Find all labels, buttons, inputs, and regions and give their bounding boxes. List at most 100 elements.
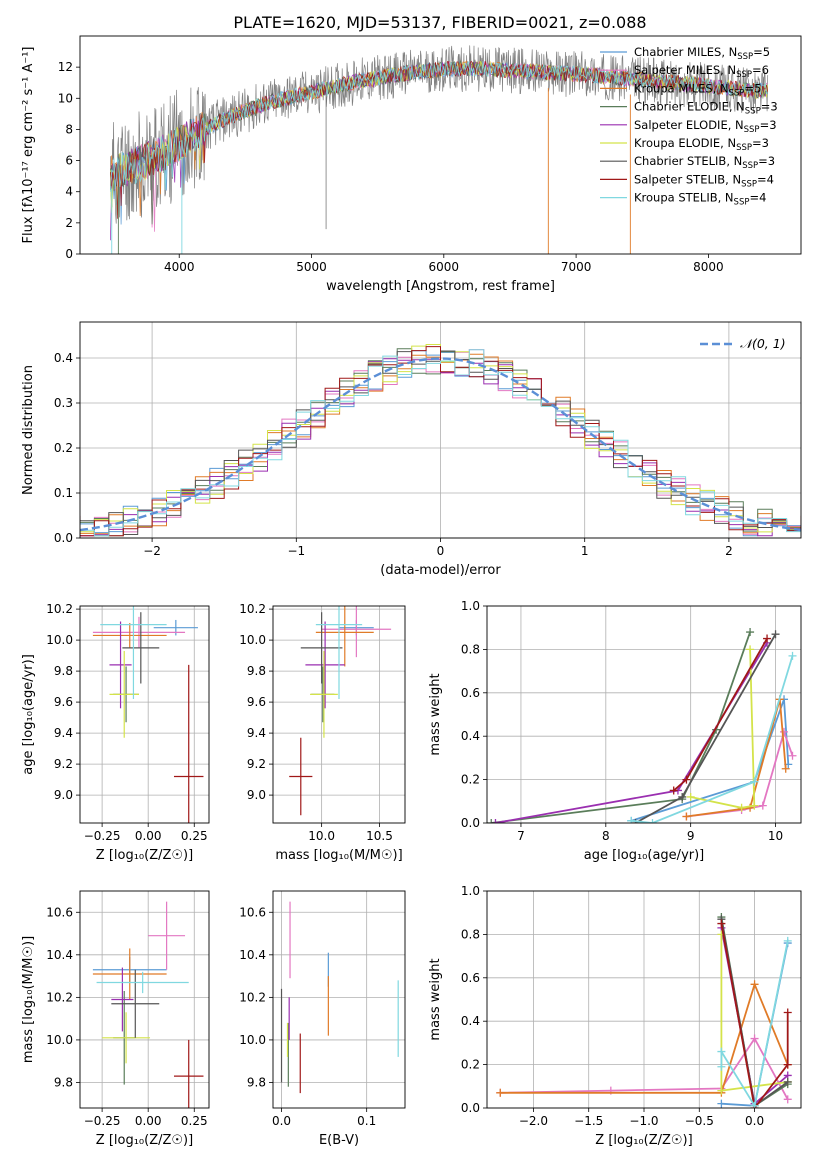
y-tick-label: 10.0	[239, 633, 266, 647]
mass-weight-marker	[648, 819, 657, 823]
mass-weight-vs-Z-x-axis-label: Z [log₁₀(Z/Z☉)]	[595, 1133, 692, 1148]
mass-vs-EBV-frame	[272, 890, 406, 1109]
spectrum-lines	[110, 45, 769, 254]
legend-subscript: SSP	[729, 88, 745, 98]
y-tick-label: 8	[65, 122, 73, 136]
x-tick-label: −1.0	[629, 1114, 658, 1128]
mass-weight-marker	[717, 1099, 726, 1108]
y-tick-label: 9.8	[54, 1075, 73, 1089]
y-tick-label: 12	[58, 60, 73, 74]
y-tick-label: 1.0	[461, 884, 480, 898]
age-vs-Z-errorbars	[92, 606, 204, 823]
mass-weight-marker	[487, 819, 496, 823]
y-tick-label: 9.0	[247, 788, 266, 802]
y-tick-label: 10.2	[239, 990, 266, 1004]
legend-label: Kroupa ELODIE, N	[634, 136, 736, 150]
legend-value: =5	[753, 45, 770, 59]
mass-weight-marker	[750, 980, 759, 989]
y-tick-label: 9.6	[247, 695, 266, 709]
legend-entry: Kroupa MILES, NSSP=5	[634, 81, 761, 98]
legend-subscript: SSP	[745, 107, 761, 117]
y-tick-label: 9.2	[247, 757, 266, 771]
y-tick-label: 10.0	[239, 1033, 266, 1047]
mass-weight-line	[495, 642, 768, 823]
y-tick-label: 0.2	[461, 773, 480, 787]
residuals-y-axis-label: Normed distribution	[21, 365, 36, 495]
mass-weight-line	[720, 940, 789, 1108]
x-tick-label: 2	[725, 544, 733, 558]
mass-weight-marker	[763, 634, 772, 643]
y-tick-label: 9.4	[54, 726, 73, 740]
mass-weight-line	[690, 649, 756, 809]
y-tick-label: 10.2	[46, 990, 73, 1004]
x-tick-label: 10.0	[308, 829, 335, 843]
mass-weight-marker	[717, 1086, 726, 1095]
mass-weight-marker	[750, 777, 759, 786]
mass-weight-marker	[783, 1095, 792, 1104]
mass-weight-line	[720, 923, 789, 1108]
mass-weight-vs-Z-series	[496, 913, 792, 1108]
y-tick-label: 0	[65, 247, 73, 261]
y-tick-label: 10.2	[239, 602, 266, 616]
legend-subscript: SSP	[742, 161, 758, 171]
mass-weight-marker	[783, 1077, 792, 1086]
legend-value: =3	[758, 154, 775, 168]
x-tick-label: 10	[768, 829, 783, 843]
spectrum-x-axis-label: wavelength [Angstrom, rest frame]	[326, 279, 555, 294]
x-tick-label: −0.5	[685, 1114, 714, 1128]
legend-label: Chabrier MILES, N	[634, 45, 737, 59]
x-tick-label: 0.00	[135, 829, 162, 843]
y-tick-label: 0.2	[461, 1058, 480, 1072]
x-tick-label: 0.0	[272, 1114, 291, 1128]
y-tick-label: 10.2	[46, 602, 73, 616]
mass-weight-vs-Z-frame	[486, 890, 802, 1109]
legend-label: Kroupa STELIB, N	[634, 191, 734, 205]
age-vs-Z-y-axis-label: age [log₁₀(age/yr)]	[21, 654, 36, 775]
y-tick-label: 10	[58, 91, 73, 105]
y-tick-label: 9.2	[54, 757, 73, 771]
histogram-steps	[80, 344, 801, 537]
y-tick-label: 10.6	[46, 905, 73, 919]
mass-weight-line	[686, 699, 787, 818]
mass-weight-marker	[496, 1088, 505, 1097]
age-vs-mass-errorbars	[289, 606, 392, 816]
legend-subscript: SSP	[736, 70, 752, 80]
mass-weight-marker	[788, 651, 797, 660]
y-tick-label: 0.6	[461, 971, 480, 985]
model-spectrum-line	[110, 60, 768, 192]
legend-value: =3	[752, 136, 769, 150]
y-tick-label: 10.4	[239, 948, 266, 962]
mass-weight-marker	[717, 1062, 726, 1071]
y-tick-label: 0.6	[461, 686, 480, 700]
x-tick-label: 6000	[429, 260, 460, 274]
legend-entry: Chabrier ELODIE, NSSP=3	[634, 100, 778, 117]
legend-value: =4	[757, 172, 774, 186]
legend-subscript: SSP	[741, 179, 757, 189]
mass-vs-EBV-x-axis-label: E(B-V)	[319, 1133, 359, 1148]
y-tick-label: 10.0	[46, 633, 73, 647]
x-tick-label: 4000	[164, 260, 195, 274]
x-tick-label: 5000	[296, 260, 327, 274]
legend-subscript: SSP	[736, 143, 752, 153]
age-vs-mass-x-axis-label: mass [log₁₀(M/M☉)]	[275, 848, 402, 863]
legend-value: =3	[761, 100, 778, 114]
mass-weight-marker	[783, 1060, 792, 1069]
y-tick-label: 0.8	[461, 927, 480, 941]
mass-weight-vs-age-x-axis-label: age [log₁₀(age/yr)]	[584, 848, 705, 863]
mass-weight-line	[491, 631, 751, 823]
x-tick-label: 0.0	[745, 1114, 764, 1128]
residual-histogram	[80, 349, 801, 537]
x-tick-label: 8000	[693, 260, 724, 274]
mass-weight-marker	[781, 764, 790, 773]
mass-weight-marker	[669, 786, 678, 795]
mass-vs-EBV-errorbars	[280, 901, 399, 1094]
age-vs-Z-frame	[79, 605, 210, 824]
x-tick-label: 7	[517, 829, 525, 843]
mass-weight-marker	[746, 645, 755, 654]
x-tick-label: −0.25	[84, 1114, 121, 1128]
age-vs-mass-frame	[272, 605, 406, 824]
y-tick-label: 9.4	[247, 726, 266, 740]
y-tick-label: 0.0	[461, 816, 480, 830]
y-tick-label: 0.8	[461, 642, 480, 656]
x-tick-label: −1.5	[574, 1114, 603, 1128]
